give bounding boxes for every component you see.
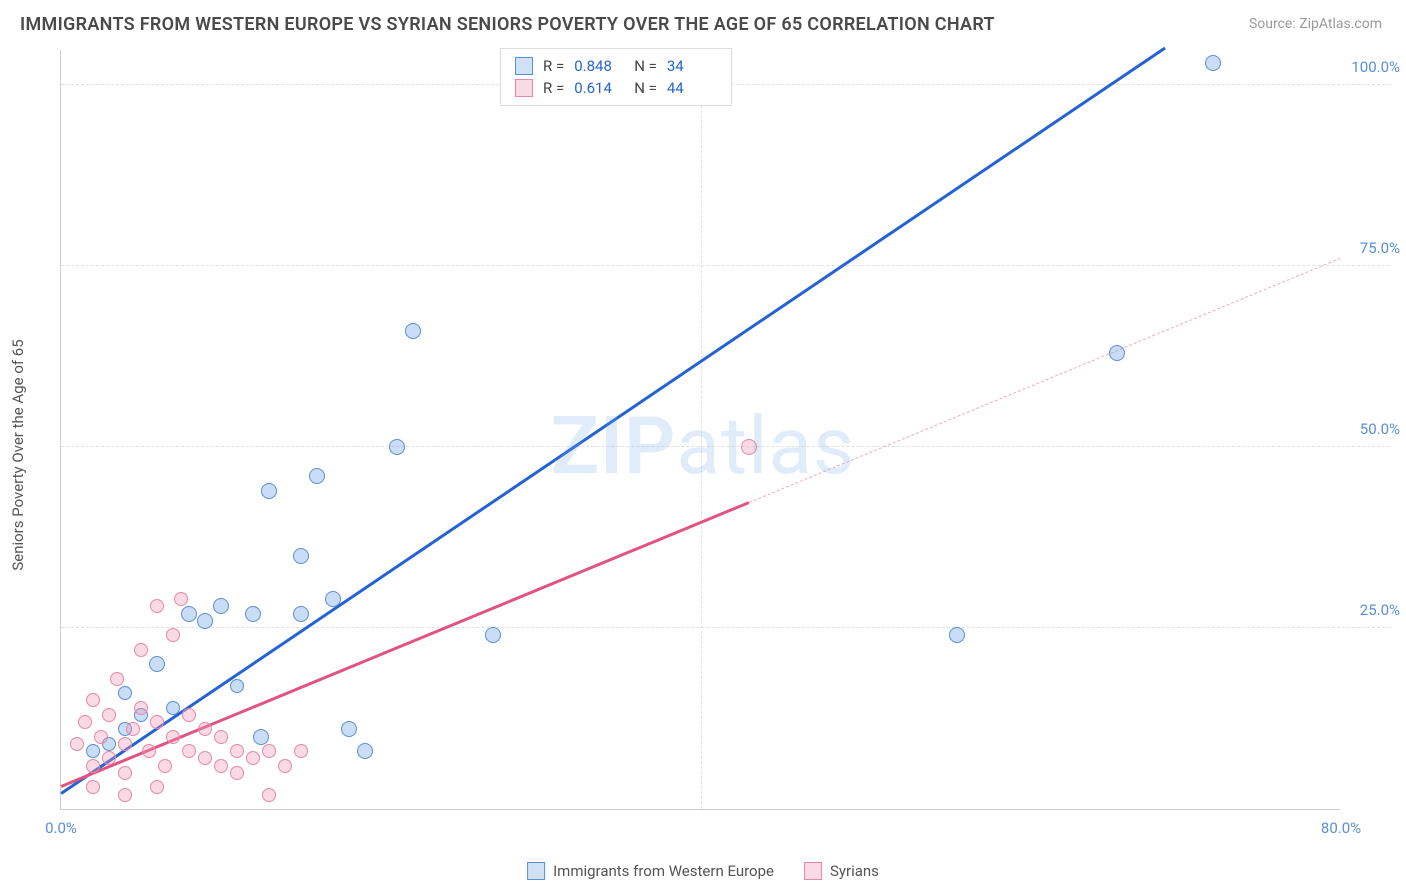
legend-swatch [515,79,533,97]
gridline-vertical [701,50,702,809]
gridline-horizontal [61,627,1390,628]
data-point [134,643,148,657]
data-point [230,679,244,693]
legend-r-label: R = [543,57,564,75]
legend-r-value: 0.614 [574,79,624,97]
legend-item: Syrians [804,862,879,880]
data-point [262,744,276,758]
gridline-horizontal [61,446,1390,447]
legend-r-label: R = [543,79,564,97]
data-point [389,439,405,455]
data-point [102,751,116,765]
data-point [213,598,229,614]
data-point [1205,55,1221,71]
y-axis-label: Seniors Poverty Over the Age of 65 [9,339,27,570]
data-point [357,743,373,759]
data-point [294,744,308,758]
data-point [741,439,757,455]
data-point [182,744,196,758]
data-point [94,730,108,744]
data-point [118,766,132,780]
data-point [150,780,164,794]
legend-n-label: N = [634,57,657,75]
legend-label: Immigrants from Western Europe [553,862,774,880]
legend-n-label: N = [634,79,657,97]
data-point [309,468,325,484]
y-tick-label: 25.0% [1360,601,1400,619]
plot-area: 25.0%50.0%75.0%100.0%0.0%80.0% [60,50,1340,810]
data-point [485,627,501,643]
data-point [150,599,164,613]
data-point [341,721,357,737]
legend-swatch [515,57,533,75]
data-point [245,606,261,622]
data-point [110,672,124,686]
data-point [86,759,100,773]
data-point [134,701,148,715]
y-tick-label: 75.0% [1360,239,1400,257]
source-label: Source: ZipAtlas.com [1249,16,1382,32]
data-point [150,715,164,729]
chart-title: IMMIGRANTS FROM WESTERN EUROPE VS SYRIAN… [20,14,995,35]
legend-n-value: 44 [667,79,717,97]
data-point [262,788,276,802]
data-point [1109,345,1125,361]
data-point [166,730,180,744]
x-tick-label: 0.0% [45,819,77,837]
data-point [253,729,269,745]
data-point [214,730,228,744]
legend-item: Immigrants from Western Europe [527,862,774,880]
data-point [230,744,244,758]
data-point [181,606,197,622]
data-point [261,483,277,499]
data-point [198,751,212,765]
data-point [86,744,100,758]
data-point [949,627,965,643]
data-point [278,759,292,773]
data-point [158,759,172,773]
data-point [166,628,180,642]
data-point [70,737,84,751]
data-point [197,613,213,629]
legend-swatch [804,862,822,880]
trend-line [60,47,1165,795]
legend-row: R = 0.848 N = 34 [515,55,717,77]
data-point [405,323,421,339]
data-point [246,751,260,765]
data-point [86,780,100,794]
data-point [174,592,188,606]
data-point [118,686,132,700]
data-point [149,656,165,672]
data-point [118,737,132,751]
data-point [126,722,140,736]
data-point [166,701,180,715]
legend-r-value: 0.848 [574,57,624,75]
data-point [214,759,228,773]
data-point [198,722,212,736]
y-tick-label: 50.0% [1360,420,1400,438]
x-tick-label: 80.0% [1321,819,1361,837]
data-point [78,715,92,729]
data-point [293,548,309,564]
data-point [118,788,132,802]
data-point [182,708,196,722]
legend-n-value: 34 [667,57,717,75]
data-point [325,591,341,607]
y-tick-label: 100.0% [1351,58,1400,76]
data-point [293,606,309,622]
trend-line-extrapolated [749,258,1341,503]
legend-swatch [527,862,545,880]
data-point [102,708,116,722]
correlation-legend: R = 0.848 N = 34 R = 0.614 N = 44 [500,48,732,106]
legend-row: R = 0.614 N = 44 [515,77,717,99]
data-point [230,766,244,780]
trend-line [61,501,750,787]
data-point [142,744,156,758]
gridline-horizontal [61,265,1390,266]
data-point [86,693,100,707]
series-legend: Immigrants from Western Europe Syrians [527,862,879,880]
legend-label: Syrians [830,862,879,880]
